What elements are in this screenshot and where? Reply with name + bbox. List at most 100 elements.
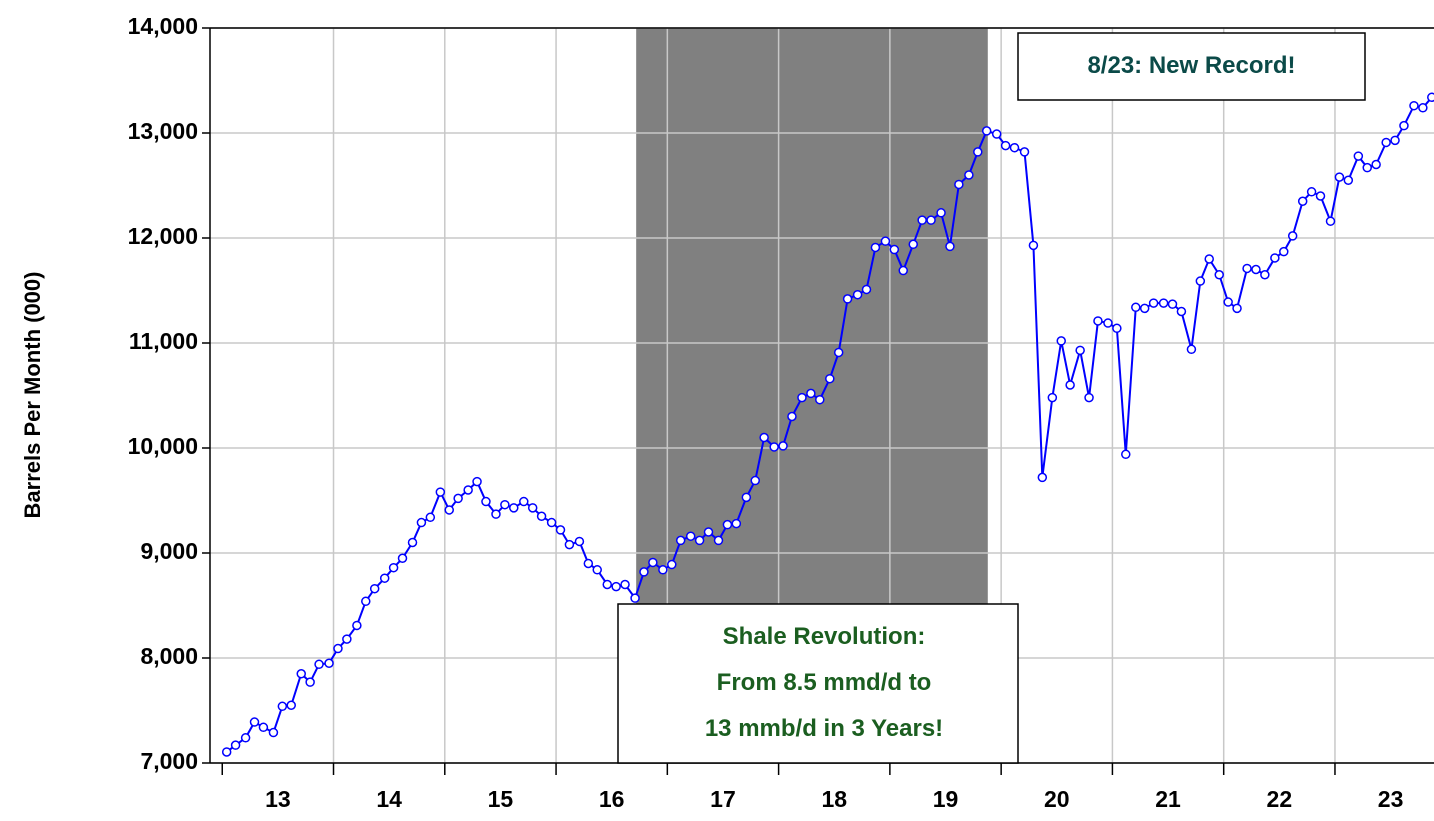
data-point	[648, 557, 658, 568]
data-point	[973, 147, 983, 157]
data-point	[1019, 147, 1030, 157]
x-tick-label: 22	[1267, 786, 1293, 812]
data-point	[1334, 172, 1345, 182]
data-point	[1084, 392, 1094, 403]
data-point	[620, 579, 630, 590]
data-point	[1315, 191, 1326, 201]
data-point	[945, 241, 955, 252]
data-point	[870, 242, 881, 253]
data-point	[880, 236, 891, 246]
data-point	[314, 659, 324, 670]
data-point	[500, 499, 510, 510]
data-point	[722, 519, 733, 530]
x-tick-label: 23	[1378, 786, 1404, 812]
data-point	[1186, 344, 1197, 355]
data-point	[258, 722, 269, 733]
data-point	[481, 496, 491, 507]
data-point	[750, 475, 760, 486]
data-point	[1353, 151, 1364, 161]
data-point	[555, 525, 566, 535]
data-point	[630, 593, 640, 603]
data-point	[936, 208, 946, 218]
data-point	[1121, 449, 1131, 460]
data-point	[1427, 92, 1434, 103]
data-point	[852, 289, 863, 300]
annotation-box	[1017, 32, 1366, 101]
data-point	[833, 347, 844, 358]
data-point	[1362, 162, 1372, 173]
data-point	[1409, 100, 1419, 111]
data-point	[1251, 264, 1261, 275]
data-point	[249, 717, 260, 727]
data-point	[815, 394, 825, 405]
data-point	[1103, 318, 1113, 328]
x-tick-label: 20	[1044, 786, 1070, 812]
annotation-text: 8/23: New Record!	[1087, 52, 1295, 79]
data-point	[1204, 254, 1214, 264]
data-point	[397, 553, 408, 563]
data-point	[277, 701, 288, 712]
data-point	[611, 581, 621, 592]
data-point	[1065, 380, 1075, 390]
x-tick-label: 14	[376, 786, 402, 812]
y-tick-label: 7,000	[140, 748, 198, 774]
data-point	[1000, 140, 1011, 151]
data-point	[1242, 263, 1252, 274]
data-point	[908, 239, 918, 250]
y-axis-label: Barrels Per Month (000)	[20, 272, 45, 519]
data-point	[416, 517, 427, 528]
data-point	[1056, 336, 1066, 346]
data-point	[574, 536, 585, 547]
data-point	[1075, 345, 1085, 356]
data-point	[583, 558, 594, 569]
data-point	[352, 620, 362, 631]
data-point	[444, 505, 454, 515]
data-point	[639, 567, 649, 577]
data-point	[1325, 216, 1336, 226]
data-point	[1343, 175, 1354, 185]
y-tick-label: 11,000	[129, 328, 198, 354]
data-point	[981, 126, 992, 136]
data-point	[926, 215, 936, 225]
data-point	[333, 643, 343, 654]
data-point	[1297, 196, 1308, 206]
data-point	[1214, 270, 1224, 280]
data-point	[305, 677, 315, 687]
y-tick-label: 12,000	[128, 223, 198, 249]
y-tick-label: 10,000	[128, 433, 198, 459]
data-point	[842, 294, 853, 304]
data-point	[889, 244, 900, 255]
data-point	[1279, 246, 1289, 257]
data-point	[675, 535, 686, 546]
x-tick-label: 19	[933, 786, 959, 812]
data-point	[1195, 276, 1206, 286]
data-point	[1306, 187, 1317, 197]
y-tick-label: 13,000	[128, 118, 198, 144]
data-point	[769, 442, 779, 452]
data-point	[658, 565, 668, 575]
data-point	[713, 535, 724, 546]
data-point	[694, 535, 705, 546]
data-point	[1028, 240, 1039, 251]
data-point	[1390, 135, 1400, 146]
data-point	[778, 441, 788, 451]
data-point	[472, 476, 482, 487]
data-point	[388, 562, 399, 573]
x-tick-label: 13	[265, 786, 291, 812]
data-point	[898, 265, 908, 276]
data-point	[1270, 253, 1280, 263]
data-point	[685, 531, 696, 541]
data-point	[1093, 316, 1103, 326]
data-point	[1167, 299, 1178, 309]
data-point	[1112, 323, 1122, 334]
data-point	[1009, 142, 1020, 153]
data-point	[221, 747, 232, 757]
data-point	[1232, 303, 1242, 314]
data-point	[1158, 298, 1169, 308]
annotation-text: Shale Revolution:	[723, 623, 926, 650]
data-point	[296, 669, 306, 679]
data-point	[797, 392, 807, 403]
data-point	[964, 170, 974, 180]
x-tick-label: 16	[599, 786, 625, 812]
